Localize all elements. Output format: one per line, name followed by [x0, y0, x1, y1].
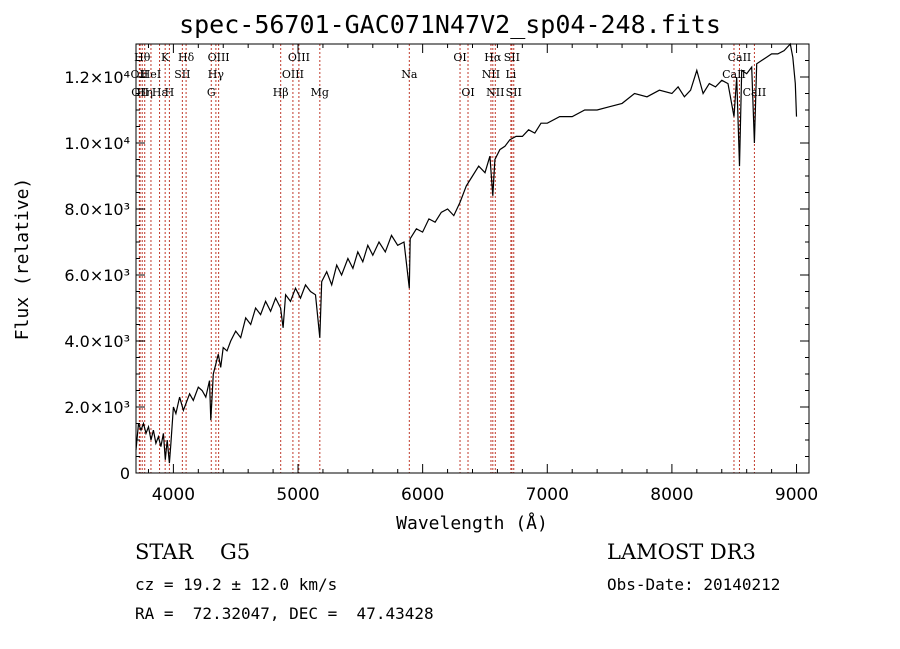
x-tick-label: 4000 [152, 485, 195, 505]
axis-ticks: 4000 5000 6000 7000 8000 9000 0 2.0×10³ 4.0×10³ 6… [64, 44, 818, 505]
redshift-info: cz = 19.2 ± 12.0 km/s [135, 575, 338, 594]
x-tick-label: 7000 [526, 485, 569, 505]
chart-title: spec-56701-GAC071N47V2_sp04-248.fits [179, 10, 721, 39]
y-tick-label: 1.2×10⁴ [64, 68, 130, 87]
spectral-line-label: NII [486, 86, 504, 99]
spectral-line-label: Hα [484, 51, 502, 64]
spectral-line-label: H [165, 86, 175, 99]
flux-series-line [135, 42, 798, 464]
spectral-line-label: HeI [141, 68, 161, 81]
x-tick-label: 5000 [276, 485, 319, 505]
y-axis-label: Flux (relative) [12, 178, 33, 341]
spectral-line-label: Hβ [273, 86, 289, 99]
x-axis-label: Wavelength (Å) [396, 512, 548, 534]
y-tick-label: 8.0×10³ [64, 200, 130, 219]
x-tick-label: 9000 [775, 485, 818, 505]
class-text: STAR [135, 540, 194, 564]
survey-name: LAMOST DR3 [607, 540, 756, 564]
spectral-line-label: OIII [282, 68, 304, 81]
spectral-line-label: OIII [208, 51, 230, 64]
subclass-text: G5 [219, 540, 251, 564]
spectral-line-labels: OIIHθOIIHηHeIHεKHSIIHδGHγOIIIHβOIIIOIIIM… [131, 51, 767, 99]
spectral-line-label: CaII [722, 68, 746, 81]
spectral-line-label: OI [461, 86, 474, 99]
spectral-line-label: SII [504, 51, 520, 64]
spectral-line-label: K [161, 51, 170, 64]
y-tick-label: 0 [120, 464, 130, 483]
coordinates: RA = 72.32047, DEC = 47.43428 [135, 604, 434, 623]
spectral-line-label: Hθ [134, 51, 151, 64]
y-tick-label: 4.0×10³ [64, 332, 130, 351]
plot-frame [135, 43, 810, 474]
spectral-line-label: Hδ [178, 51, 195, 64]
observation-date: Obs-Date: 20140212 [607, 575, 781, 594]
object-class: STAR G5 [135, 540, 250, 564]
spectral-line-label: Na [401, 68, 418, 81]
spectral-line-label: G [207, 86, 216, 99]
spectral-line-label: CaII [743, 86, 767, 99]
spectral-line-label: Mg [311, 86, 329, 99]
spectral-line-label: OIII [288, 51, 310, 64]
spectral-line-label: Hη [137, 86, 153, 99]
x-tick-label: 6000 [401, 485, 444, 505]
spectral-line-label: CaII [728, 51, 752, 64]
spectral-line-label: Hγ [208, 68, 225, 81]
spectral-line-label: Li [505, 68, 516, 81]
spectral-line-label: SII [506, 86, 522, 99]
spectral-line-label: NII [482, 68, 500, 81]
spectral-line-label: OII [131, 68, 149, 81]
x-tick-label: 8000 [650, 485, 693, 505]
y-tick-label: 2.0×10³ [64, 398, 130, 417]
y-tick-label: 6.0×10³ [64, 266, 130, 285]
spectral-line-label: Hε [152, 86, 168, 99]
spectral-line-label: OI [453, 51, 466, 64]
spectral-line-label: SII [174, 68, 190, 81]
spectral-line-markers [138, 44, 755, 473]
y-tick-label: 1.0×10⁴ [64, 134, 130, 153]
